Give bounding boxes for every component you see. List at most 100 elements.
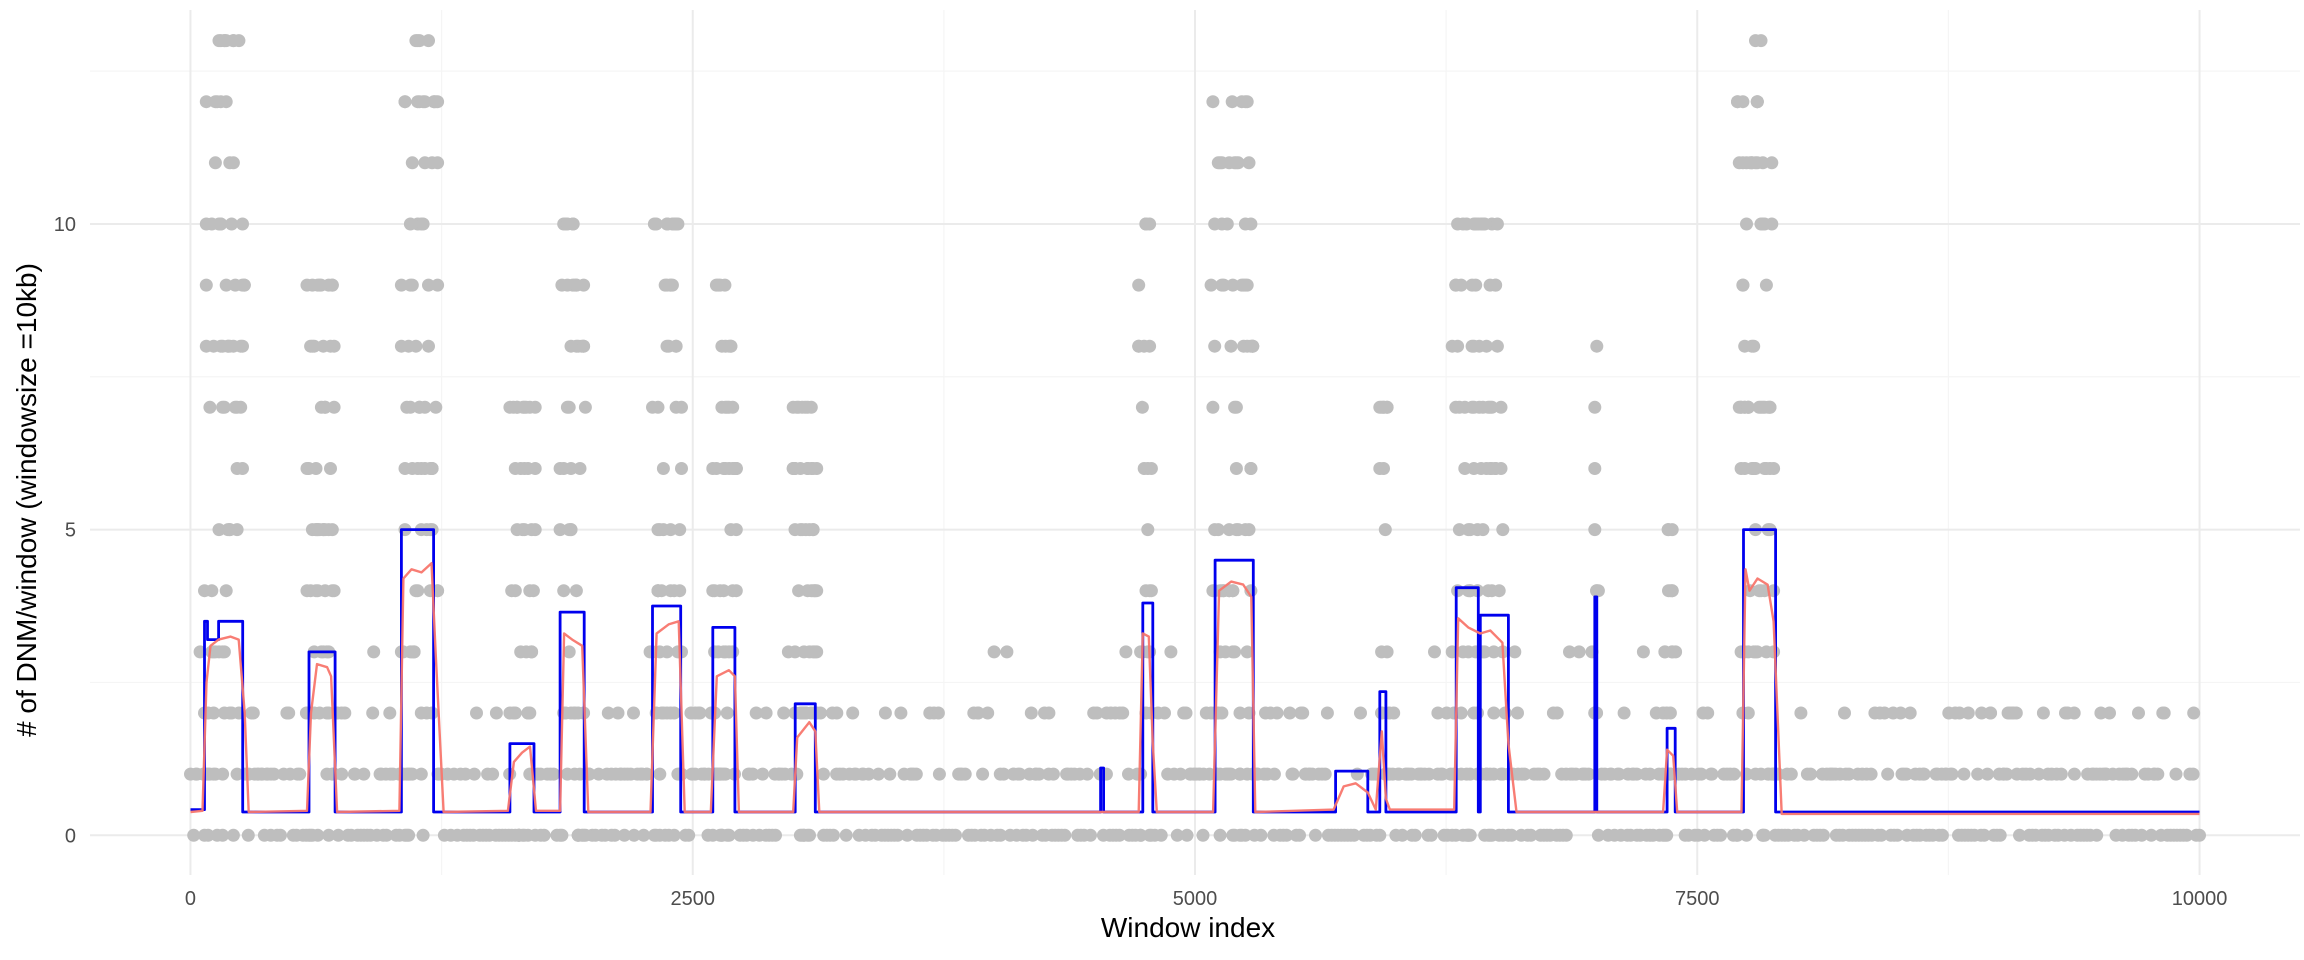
data-point <box>264 767 278 781</box>
data-point <box>1550 706 1564 720</box>
data-point <box>1244 462 1258 475</box>
data-point <box>216 767 230 781</box>
data-point <box>1113 828 1126 842</box>
data-point <box>1612 767 1626 781</box>
data-point <box>722 828 736 842</box>
x-tick-label: 7500 <box>1675 888 1720 910</box>
data-point <box>637 828 651 842</box>
data-point <box>798 400 812 414</box>
data-point <box>756 767 770 781</box>
data-point <box>1451 339 1465 353</box>
data-point <box>1204 278 1218 292</box>
data-point <box>1026 828 1040 842</box>
data-point <box>826 828 840 842</box>
data-point <box>1661 523 1675 537</box>
data-point <box>1563 645 1576 659</box>
data-point <box>577 339 591 353</box>
data-point <box>1833 767 1847 781</box>
data-point <box>2125 767 2139 781</box>
data-point <box>208 156 222 170</box>
data-point <box>1240 95 1254 109</box>
data-point <box>1060 767 1074 781</box>
data-point <box>2144 828 2158 842</box>
data-point <box>846 706 860 720</box>
data-point <box>1780 767 1794 781</box>
x-tick-label: 5000 <box>1173 888 1218 910</box>
data-point <box>230 767 244 781</box>
data-point <box>1471 217 1485 231</box>
data-point <box>1377 462 1390 475</box>
y-axis-ticks: 0 5 10 <box>54 214 76 847</box>
data-point <box>405 156 419 170</box>
data-point <box>1090 706 1104 720</box>
data-point <box>671 217 685 231</box>
data-point <box>1164 645 1178 659</box>
data-point <box>1350 767 1364 781</box>
data-point <box>1591 584 1605 598</box>
data-point <box>1011 767 1025 781</box>
data-point <box>1387 706 1401 720</box>
data-point <box>640 767 654 781</box>
data-point <box>557 584 571 598</box>
data-point <box>839 828 853 842</box>
data-point <box>1206 400 1220 414</box>
data-point <box>611 706 625 720</box>
data-point <box>2050 767 2064 781</box>
data-point <box>394 278 408 292</box>
data-point <box>555 828 569 842</box>
data-point <box>274 828 287 842</box>
data-point <box>1524 828 1538 842</box>
data-point <box>1285 767 1299 781</box>
data-point <box>1224 339 1238 353</box>
data-point <box>566 217 580 231</box>
data-point <box>724 339 738 353</box>
data-point <box>1705 767 1719 781</box>
data-point <box>810 645 824 659</box>
data-point <box>1144 828 1158 842</box>
data-point <box>528 523 542 537</box>
data-point <box>1537 767 1551 781</box>
data-point <box>322 828 336 842</box>
data-point <box>627 828 641 842</box>
data-point <box>325 523 339 537</box>
data-point <box>1454 278 1468 292</box>
data-point <box>909 767 923 781</box>
data-point <box>199 278 213 292</box>
data-point <box>981 706 995 720</box>
data-point <box>1696 706 1710 720</box>
data-point <box>232 34 246 48</box>
data-point <box>1490 339 1504 353</box>
data-point <box>1378 523 1392 537</box>
data-point <box>726 645 740 659</box>
data-point <box>422 34 435 48</box>
data-point <box>1309 828 1322 842</box>
data-point <box>508 584 522 598</box>
data-point <box>900 828 914 842</box>
data-point <box>719 767 732 781</box>
data-point <box>241 828 255 842</box>
data-point <box>1240 645 1254 659</box>
data-point <box>553 523 567 537</box>
data-point <box>806 523 820 537</box>
data-point <box>749 706 763 720</box>
data-point <box>1154 828 1168 842</box>
data-point <box>1794 706 1808 720</box>
data-point <box>1435 767 1449 781</box>
data-point <box>1496 828 1510 842</box>
data-point <box>225 217 239 231</box>
data-point <box>726 400 740 414</box>
data-point <box>307 339 321 353</box>
data-point <box>508 706 522 720</box>
data-point <box>219 584 233 598</box>
data-point <box>246 706 260 720</box>
data-point <box>1740 828 1753 842</box>
data-point <box>470 706 483 720</box>
data-point <box>187 828 201 842</box>
data-point <box>729 462 743 475</box>
data-point <box>1490 217 1504 231</box>
data-point <box>891 828 905 842</box>
data-point <box>1572 645 1586 659</box>
data-point <box>1303 767 1317 781</box>
data-point <box>1736 95 1750 109</box>
data-point <box>1749 34 1762 48</box>
